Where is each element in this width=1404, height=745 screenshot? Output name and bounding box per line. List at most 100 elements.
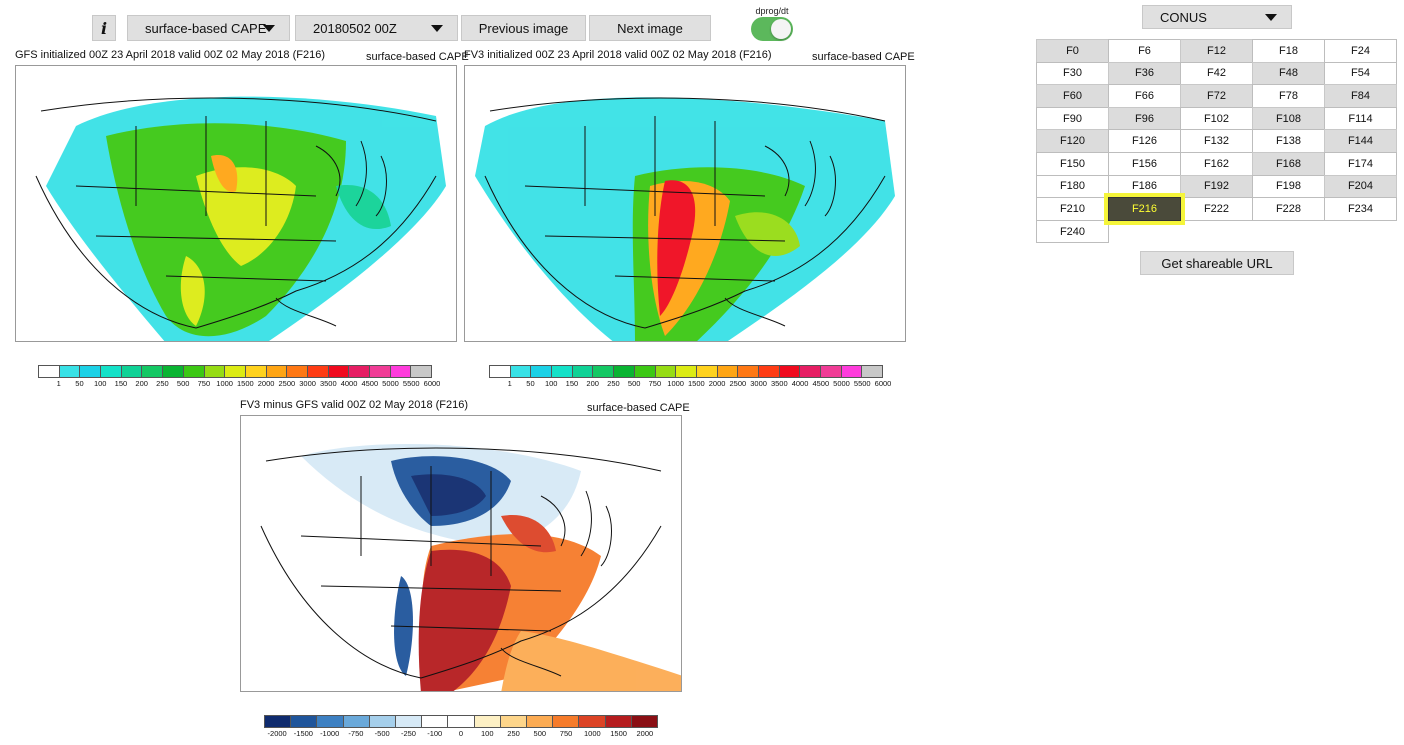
- cape-colorbar-swatch: [225, 366, 246, 377]
- forecast-hour-f18[interactable]: F18: [1252, 39, 1325, 63]
- fv3-cape-colorbar-ticks: 1 50 100 150 200 250 500 750 1000 1500 2000 2500 300…: [489, 379, 892, 389]
- gfs-cape-colorbar-ticks: 1 50 100 150 200 250 500 750 1000 1500 2000 2500 300…: [38, 379, 441, 389]
- diff-colorbar-tick-label: 750: [559, 729, 573, 738]
- cape-colorbar-swatch: [510, 366, 532, 377]
- forecast-hour-f84[interactable]: F84: [1324, 84, 1397, 108]
- diff-colorbar-swatch: [527, 716, 554, 727]
- forecast-hour-f78[interactable]: F78: [1252, 84, 1325, 108]
- forecast-hour-grid: F0 F6 F12 F18 F24 F30 F36 F42 F48 F54 F60 F66 F72 F78…: [1036, 39, 1397, 244]
- forecast-hour-f108[interactable]: F108: [1252, 106, 1325, 131]
- forecast-hour-f120[interactable]: F120: [1036, 129, 1109, 153]
- gfs-cape-colorbar: [38, 365, 432, 378]
- forecast-hour-f228[interactable]: F228: [1252, 197, 1325, 221]
- cape-colorbar-swatch: [183, 366, 205, 377]
- forecast-hour-f192[interactable]: F192: [1180, 174, 1253, 199]
- diff-colorbar: [264, 715, 658, 728]
- cape-colorbar-swatch: [101, 366, 122, 377]
- diff-colorbar-tick-label: 1500: [610, 729, 627, 738]
- forecast-hour-f114[interactable]: F114: [1324, 106, 1397, 131]
- region-dropdown[interactable]: CONUS: [1142, 5, 1292, 29]
- diff-colorbar-tick-label: -1500: [293, 729, 313, 738]
- forecast-hour-f180[interactable]: F180: [1036, 174, 1109, 199]
- forecast-hour-f216[interactable]: F216: [1108, 197, 1181, 221]
- cape-colorbar-tick-label: 500: [176, 379, 190, 388]
- forecast-hour-f24[interactable]: F24: [1324, 39, 1397, 63]
- cape-colorbar-swatch: [821, 366, 842, 377]
- forecast-hour-f198[interactable]: F198: [1252, 174, 1325, 199]
- diff-colorbar-swatch: [553, 716, 580, 727]
- forecast-hour-f102[interactable]: F102: [1180, 106, 1253, 131]
- cape-colorbar-tick-label: 150: [114, 379, 128, 388]
- field-dropdown-label: surface-based CAPE: [145, 20, 267, 36]
- cape-colorbar-tick-label: 1000: [216, 379, 233, 388]
- forecast-hour-f204[interactable]: F204: [1324, 174, 1397, 199]
- forecast-hour-f138[interactable]: F138: [1252, 129, 1325, 153]
- forecast-hour-f126[interactable]: F126: [1108, 129, 1181, 153]
- cape-colorbar-swatch: [204, 366, 226, 377]
- cape-colorbar-swatch: [411, 366, 432, 377]
- dprog-dt-label: dprog/dt: [755, 6, 789, 16]
- diff-colorbar-swatch: [448, 716, 475, 727]
- forecast-hour-f234[interactable]: F234: [1324, 197, 1397, 221]
- diff-map-caption: FV3 minus GFS valid 00Z 02 May 2018 (F21…: [240, 399, 469, 411]
- cape-colorbar-swatch: [490, 366, 511, 377]
- fv3-map-caption: FV3 initialized 00Z 23 April 2018 valid …: [464, 49, 772, 61]
- forecast-hour-f6[interactable]: F6: [1108, 39, 1181, 63]
- cape-colorbar-swatch: [287, 366, 308, 377]
- forecast-hour-f36[interactable]: F36: [1108, 61, 1181, 86]
- diff-colorbar-tick-label: 500: [533, 729, 547, 738]
- forecast-hour-f66[interactable]: F66: [1108, 84, 1181, 108]
- cape-colorbar-swatch: [59, 366, 81, 377]
- forecast-hour-f168[interactable]: F168: [1252, 151, 1325, 176]
- forecast-hour-f54[interactable]: F54: [1324, 61, 1397, 86]
- forecast-hour-f240[interactable]: F240: [1036, 219, 1109, 244]
- next-image-button[interactable]: Next image: [589, 15, 711, 41]
- cape-colorbar-swatch: [738, 366, 759, 377]
- diff-colorbar-swatch: [500, 716, 528, 727]
- forecast-hour-f90[interactable]: F90: [1036, 106, 1109, 131]
- field-dropdown[interactable]: surface-based CAPE: [127, 15, 290, 41]
- forecast-hour-f60[interactable]: F60: [1036, 84, 1109, 108]
- dprog-dt-toggle[interactable]: [751, 17, 793, 41]
- get-shareable-url-button[interactable]: Get shareable URL: [1140, 251, 1294, 275]
- forecast-hour-f210[interactable]: F210: [1036, 197, 1109, 221]
- forecast-hour-f42[interactable]: F42: [1180, 61, 1253, 86]
- cape-colorbar-swatch: [779, 366, 801, 377]
- diff-colorbar-tick-label: -100: [427, 729, 443, 738]
- forecast-hour-f174[interactable]: F174: [1324, 151, 1397, 176]
- forecast-hour-f150[interactable]: F150: [1036, 151, 1109, 176]
- forecast-hour-f72[interactable]: F72: [1180, 84, 1253, 108]
- cape-colorbar-tick-label: 4500: [361, 379, 379, 388]
- diff-colorbar-tick-label: -750: [348, 729, 364, 738]
- cape-colorbar-tick-label: 1: [56, 379, 61, 388]
- forecast-hour-f0[interactable]: F0: [1036, 39, 1109, 63]
- date-dropdown[interactable]: 20180502 00Z: [295, 15, 458, 41]
- cape-colorbar-tick-label: 750: [197, 379, 211, 388]
- cape-colorbar-swatch: [800, 366, 821, 377]
- previous-image-button[interactable]: Previous image: [461, 15, 586, 41]
- cape-colorbar-swatch: [717, 366, 739, 377]
- diff-map-field: surface-based CAPE: [587, 402, 690, 414]
- forecast-hour-f186[interactable]: F186: [1108, 174, 1181, 199]
- forecast-hour-f96[interactable]: F96: [1108, 106, 1181, 131]
- forecast-hour-f30[interactable]: F30: [1036, 61, 1109, 86]
- cape-colorbar-tick-label: 4500: [812, 379, 830, 388]
- forecast-hour-f12[interactable]: F12: [1180, 39, 1253, 63]
- diff-colorbar-swatch: [474, 716, 501, 727]
- diff-colorbar-ticks: -2000 -1500 -1000 -750 -500 -250 -100 0 100 250 50…: [264, 729, 658, 739]
- cape-colorbar-tick-label: 50: [526, 379, 535, 388]
- cape-colorbar-swatch: [349, 366, 370, 377]
- forecast-hour-f156[interactable]: F156: [1108, 151, 1181, 176]
- diff-colorbar-tick-label: 0: [458, 729, 464, 738]
- cape-colorbar-tick-label: 2500: [729, 379, 747, 388]
- forecast-hour-f48[interactable]: F48: [1252, 61, 1325, 86]
- forecast-hour-f222[interactable]: F222: [1180, 197, 1253, 221]
- forecast-hour-f162[interactable]: F162: [1180, 151, 1253, 176]
- cape-colorbar-tick-label: 3500: [319, 379, 337, 388]
- cape-colorbar-tick-label: 5500: [402, 379, 420, 388]
- forecast-hour-f144[interactable]: F144: [1324, 129, 1397, 153]
- forecast-hour-f132[interactable]: F132: [1180, 129, 1253, 153]
- info-button[interactable]: i: [92, 15, 116, 41]
- cape-colorbar-tick-label: 200: [586, 379, 599, 388]
- cape-colorbar-tick-label: 500: [627, 379, 641, 388]
